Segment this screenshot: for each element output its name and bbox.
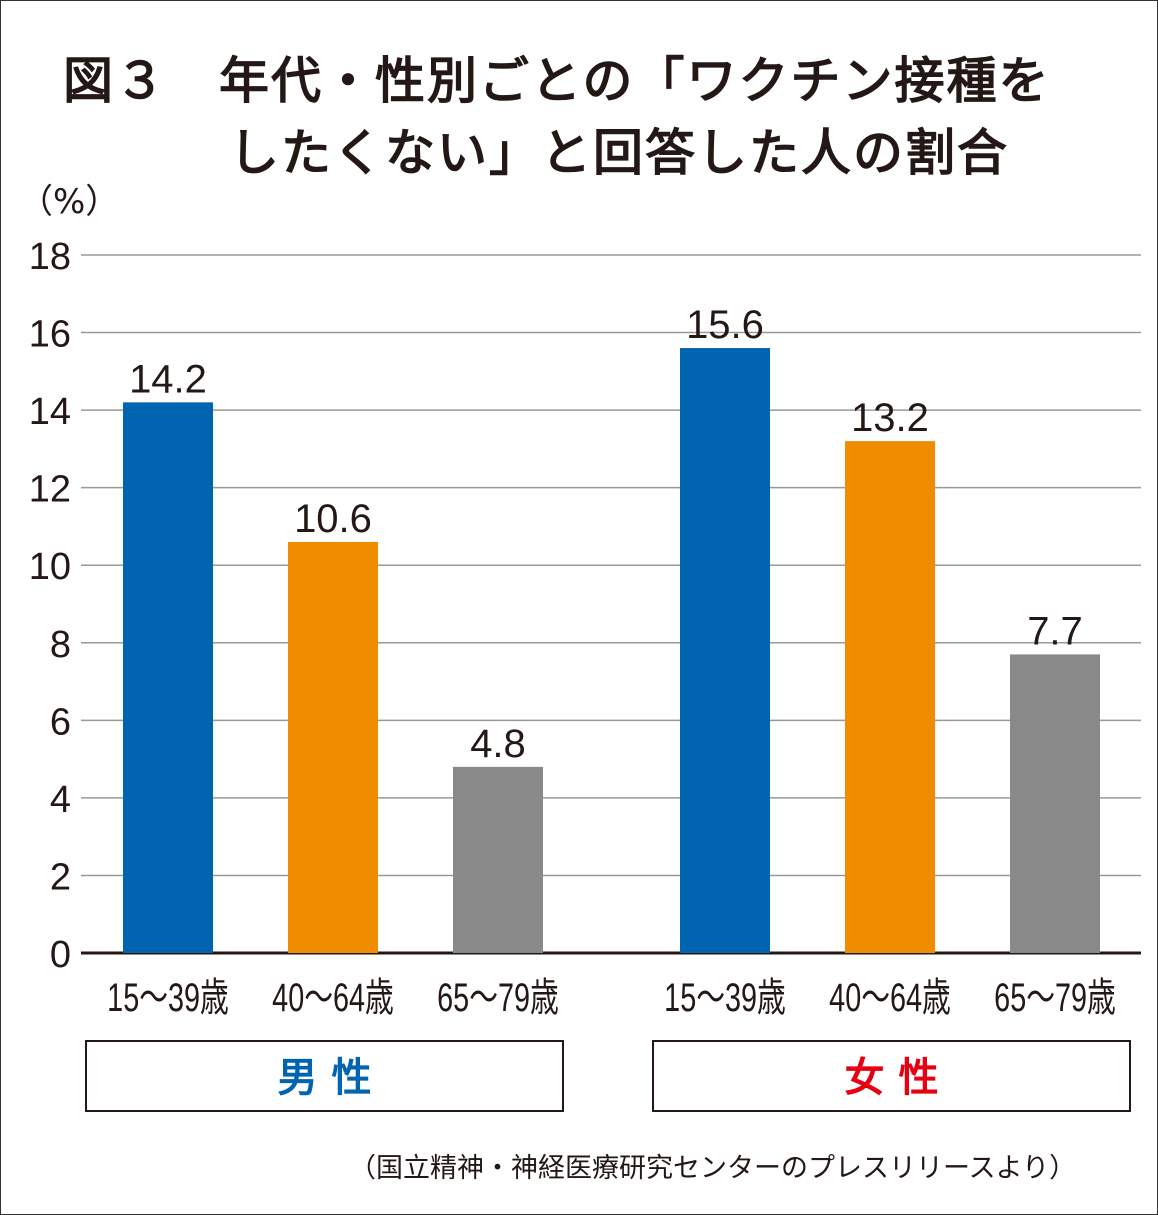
x-tick-label: 65～79歳 bbox=[437, 976, 559, 1019]
bar bbox=[680, 348, 770, 954]
y-tick-label: 12 bbox=[29, 469, 71, 511]
bar bbox=[453, 766, 543, 953]
y-tick-label: 18 bbox=[29, 236, 71, 278]
chart-title-line2: したくない」と回答した人の割合 bbox=[229, 124, 1009, 182]
y-tick-label: 8 bbox=[50, 624, 71, 666]
y-tick-label: 4 bbox=[50, 779, 71, 821]
data-label: 15.6 bbox=[686, 303, 764, 347]
y-tick-label: 10 bbox=[29, 546, 71, 588]
bar bbox=[288, 541, 378, 953]
source-note: （国立精神・神経医療研究センターのプレスリリースより） bbox=[349, 1153, 1077, 1184]
bar bbox=[845, 441, 935, 953]
group-label-box bbox=[652, 1040, 1131, 1112]
data-label: 7.7 bbox=[1027, 609, 1083, 653]
data-label: 10.6 bbox=[294, 497, 372, 541]
x-tick-label: 15～39歳 bbox=[107, 976, 229, 1019]
group-label: 男 性 bbox=[278, 1055, 372, 1101]
data-label: 14.2 bbox=[129, 357, 207, 401]
chart-title-line1: 図３ 年代・性別ごとの「ワクチン接種を bbox=[63, 52, 1051, 110]
y-tick-label: 0 bbox=[50, 934, 71, 976]
y-tick-label: 16 bbox=[29, 314, 71, 356]
data-label: 13.2 bbox=[851, 396, 929, 440]
group-label-box bbox=[85, 1040, 564, 1112]
x-tick-label: 40～64歳 bbox=[272, 976, 394, 1019]
group-label: 女 性 bbox=[845, 1055, 939, 1101]
x-tick-label: 40～64歳 bbox=[829, 976, 951, 1019]
y-tick-label: 14 bbox=[29, 391, 71, 433]
bar bbox=[123, 402, 213, 953]
y-tick-label: 2 bbox=[50, 856, 71, 898]
y-tick-label: 6 bbox=[50, 701, 71, 743]
y-axis-label: （%） bbox=[19, 182, 119, 222]
x-tick-label: 15～39歳 bbox=[664, 976, 786, 1019]
bar bbox=[1010, 654, 1100, 953]
data-label: 4.8 bbox=[470, 722, 526, 766]
x-tick-label: 65～79歳 bbox=[994, 976, 1116, 1019]
